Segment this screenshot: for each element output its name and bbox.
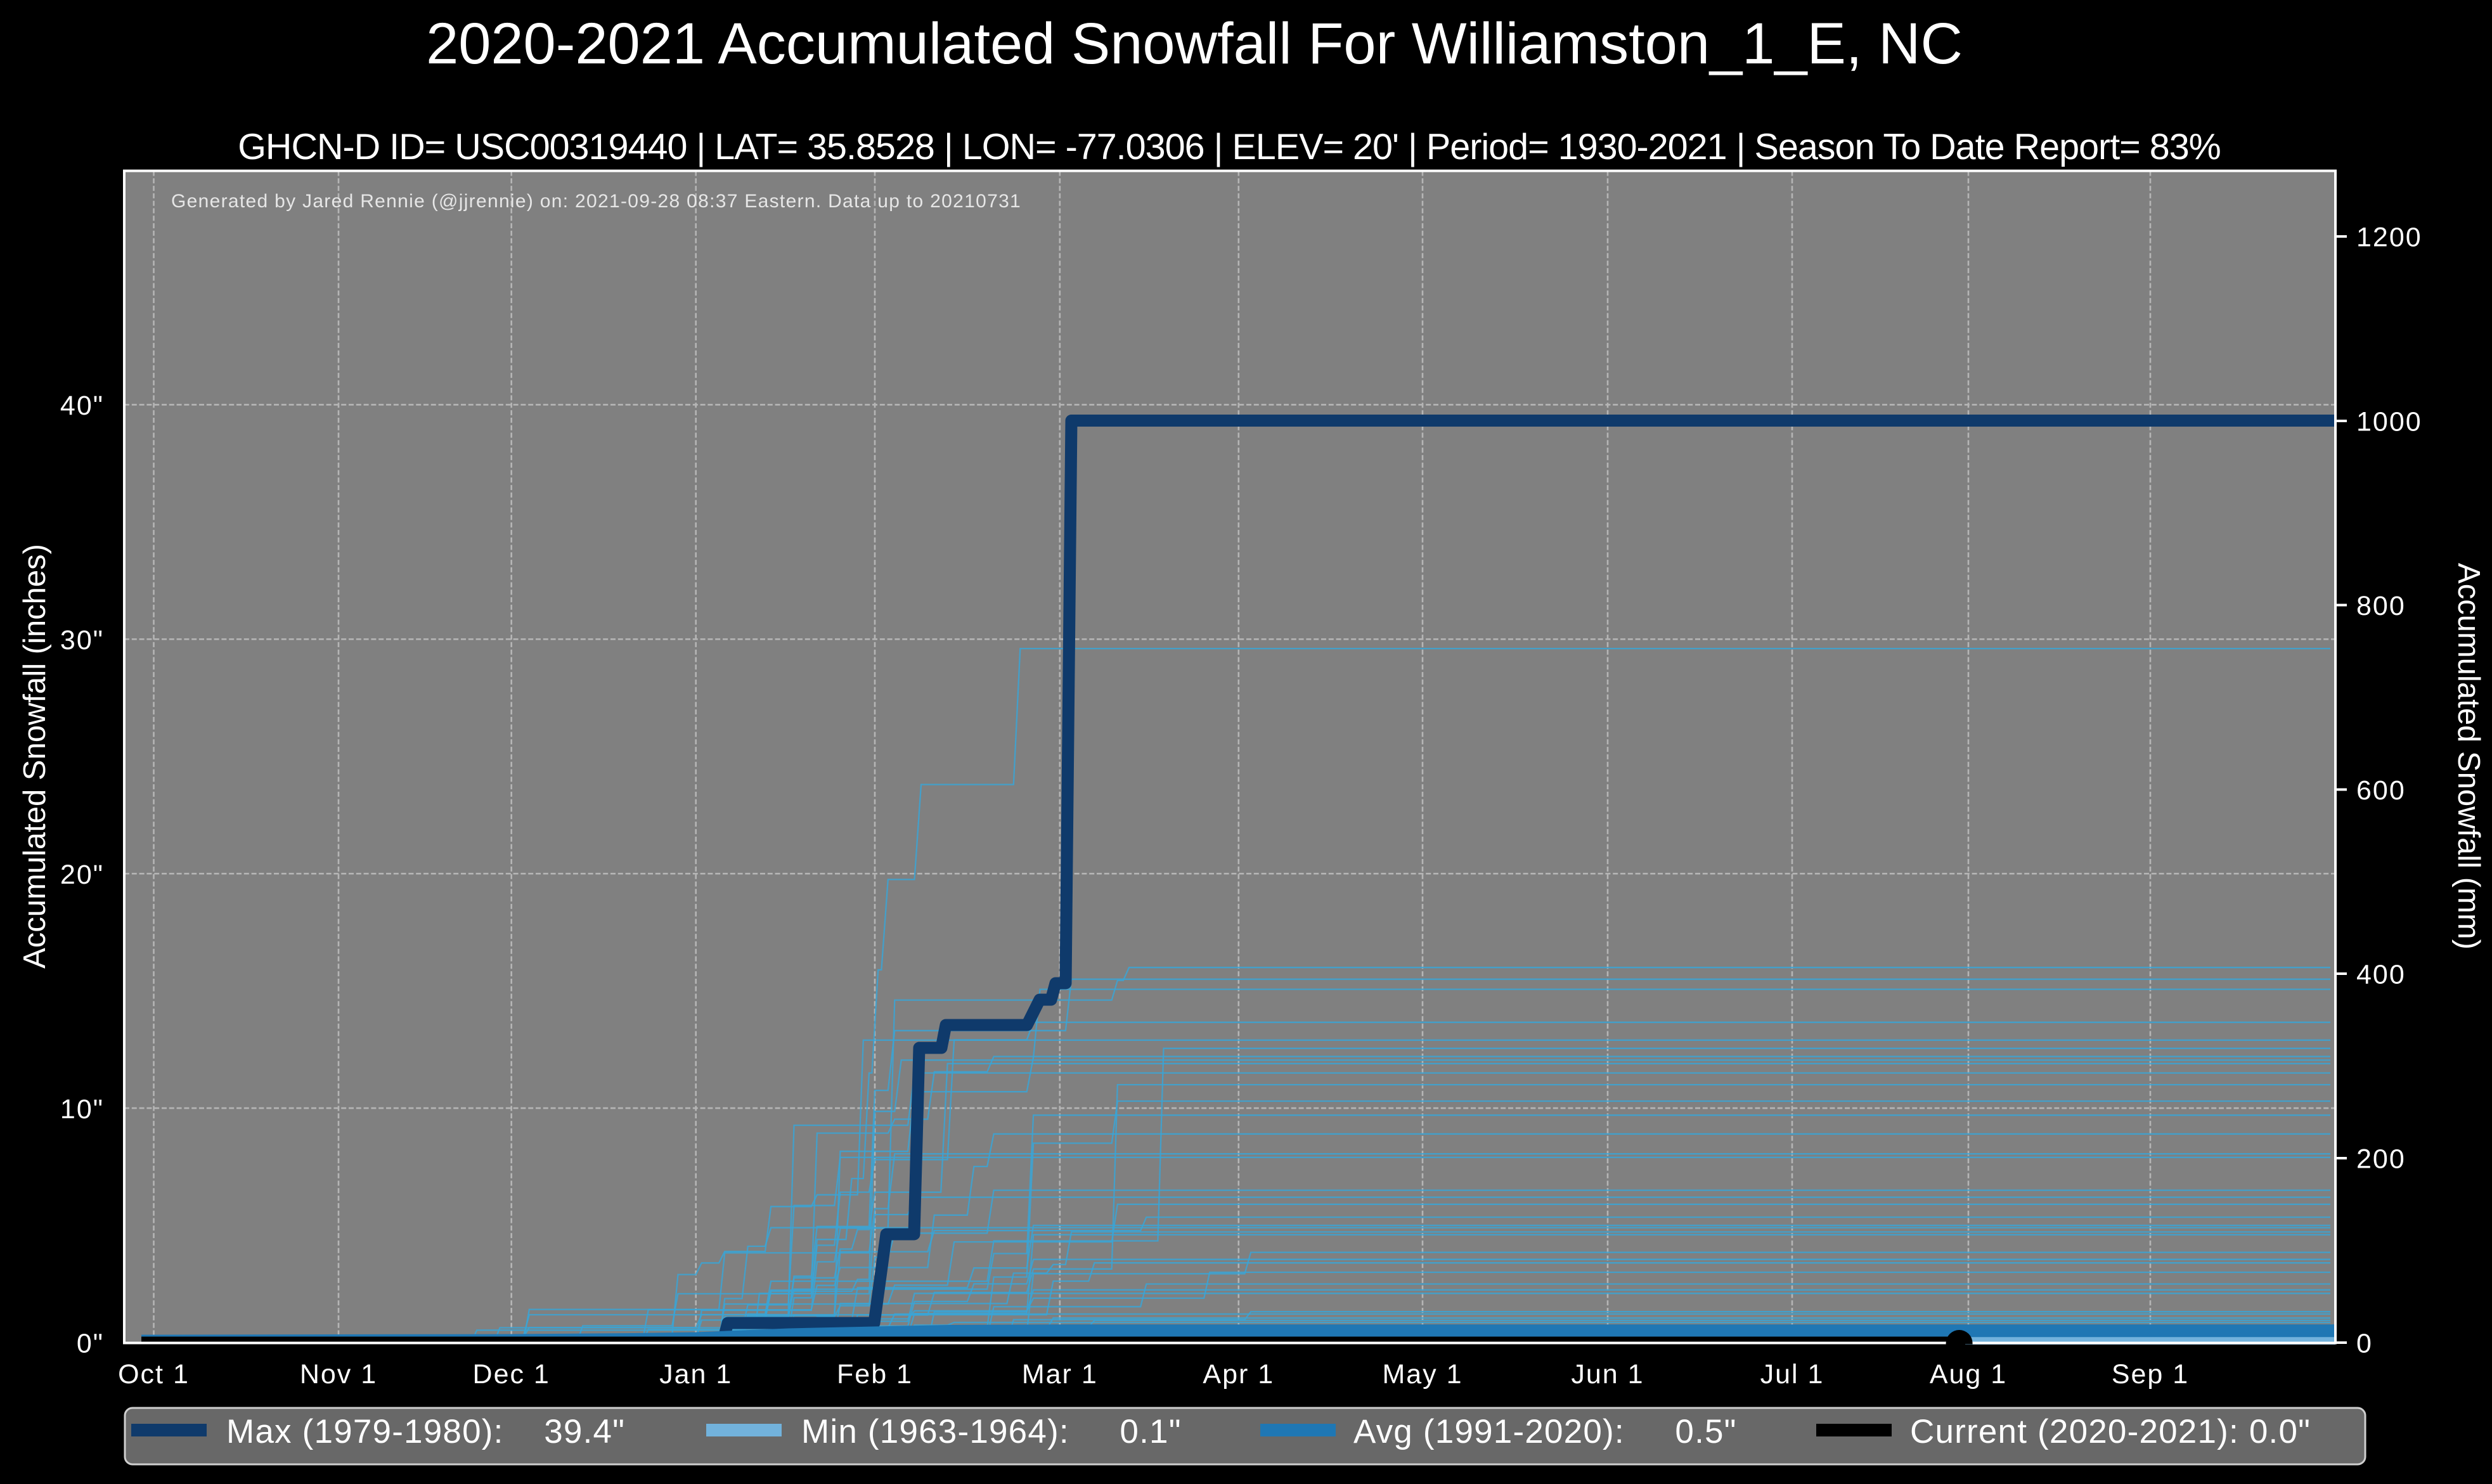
svg-text:Nov 1: Nov 1 (300, 1359, 377, 1390)
svg-text:20": 20" (60, 860, 104, 890)
svg-text:1200: 1200 (2356, 223, 2422, 253)
svg-text:Oct 1: Oct 1 (118, 1359, 190, 1390)
svg-text:Sep 1: Sep 1 (2112, 1359, 2189, 1390)
svg-text:30": 30" (60, 625, 104, 655)
svg-text:0": 0" (77, 1329, 104, 1359)
svg-text:Jun 1: Jun 1 (1571, 1359, 1644, 1390)
svg-text:400: 400 (2356, 960, 2406, 990)
svg-text:1000: 1000 (2356, 407, 2422, 437)
svg-text:Current (2020-2021): 0.0": Current (2020-2021): 0.0" (1910, 1413, 2311, 1450)
svg-text:Mar 1: Mar 1 (1022, 1359, 1098, 1390)
svg-text:GHCN-D ID= USC00319440 | LAT=: GHCN-D ID= USC00319440 | LAT= 35.8528 | … (238, 127, 2221, 167)
svg-text:200: 200 (2356, 1144, 2406, 1175)
svg-text:10": 10" (60, 1094, 104, 1125)
svg-text:Avg (1991-2020): 0.5": Avg (1991-2020): 0.5" (1353, 1413, 1737, 1450)
svg-text:Feb 1: Feb 1 (837, 1359, 913, 1390)
svg-text:Apr 1: Apr 1 (1203, 1359, 1274, 1390)
svg-text:Generated by Jared Rennie (@jj: Generated by Jared Rennie (@jjrennie) on… (171, 191, 1021, 212)
svg-text:0: 0 (2356, 1329, 2373, 1359)
svg-text:Dec 1: Dec 1 (473, 1359, 550, 1390)
svg-text:Accumulated Snowfall (inches): Accumulated Snowfall (inches) (18, 544, 52, 969)
svg-text:Aug 1: Aug 1 (1930, 1359, 2007, 1390)
svg-text:Jul 1: Jul 1 (1760, 1359, 1824, 1390)
svg-text:Accumulated Snowfall (mm): Accumulated Snowfall (mm) (2451, 563, 2486, 950)
svg-text:Min (1963-1964): 0.1": Min (1963-1964): 0.1" (801, 1413, 1182, 1450)
svg-text:Jan 1: Jan 1 (659, 1359, 732, 1390)
svg-text:Max (1979-1980): 39.4": Max (1979-1980): 39.4" (226, 1413, 625, 1450)
svg-text:2020-2021 Accumulated Snowfall: 2020-2021 Accumulated Snowfall For Willi… (426, 11, 1963, 76)
svg-text:May 1: May 1 (1382, 1359, 1462, 1390)
svg-text:40": 40" (60, 390, 104, 421)
svg-text:600: 600 (2356, 775, 2406, 806)
svg-text:800: 800 (2356, 591, 2406, 621)
